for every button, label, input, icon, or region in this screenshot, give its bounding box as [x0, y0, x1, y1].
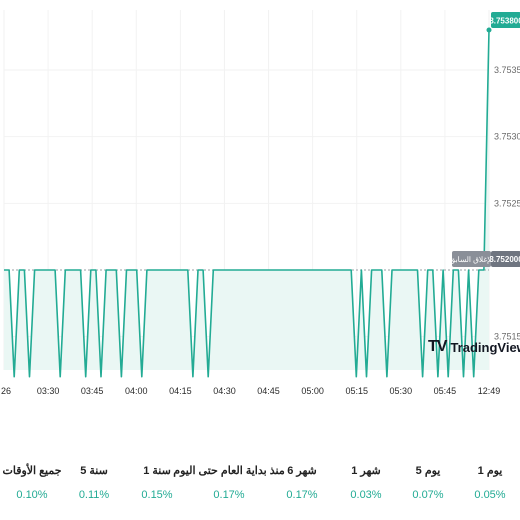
x-tick-label: 03:30 [37, 386, 60, 396]
x-tick-label: 04:45 [257, 386, 280, 396]
period-change: 0.15% [141, 489, 173, 501]
period-selector: 1 يوم 0.05% 5 يوم 0.07% 1 شهر 0.03% 6 شهر 0.… [0, 440, 520, 520]
period-change: 0.07% [412, 489, 444, 501]
x-tick-label: 05:45 [434, 386, 457, 396]
x-tick-label: 12:49 [478, 386, 501, 396]
y-tick-label: 3.752500 [494, 198, 520, 208]
period-change: 0.10% [16, 489, 48, 501]
tradingview-logo: TV TradingView [428, 338, 520, 356]
price-area-fill [4, 30, 489, 377]
period-change: 0.17% [213, 489, 245, 501]
period-1-day[interactable]: 1 يوم 0.05% [460, 440, 520, 520]
period-label: 1 شهر [351, 465, 381, 477]
period-label: 6 شهر [287, 465, 317, 477]
period-change: 0.03% [350, 489, 382, 501]
period-change: 0.05% [474, 489, 506, 501]
previous-close-label: الإغلاق السابق [449, 255, 493, 264]
x-tick-label: 05:15 [345, 386, 368, 396]
period-label: 1 سنة [143, 465, 171, 477]
last-price-label: 3.753800 [489, 17, 520, 26]
x-tick-label: 26 [1, 386, 11, 396]
period-change: 0.11% [78, 489, 110, 501]
period-ytd[interactable]: منذ بداية العام حتى اليوم 0.17% [173, 440, 284, 520]
x-tick-label: 04:30 [213, 386, 236, 396]
x-tick-label: 04:15 [169, 386, 192, 396]
period-label: 5 سنة [80, 465, 108, 477]
period-all-time[interactable]: جميع الأوقات 0.10% [2, 440, 62, 520]
x-tick-label: 04:00 [125, 386, 148, 396]
price-line [4, 29, 490, 378]
period-1-year[interactable]: 1 سنة 0.15% [127, 440, 187, 520]
period-label: 1 يوم [477, 465, 503, 477]
y-tick-label: 3.751500 [494, 332, 520, 342]
tradingview-wordmark: TradingView [450, 339, 520, 355]
period-1-month[interactable]: 1 شهر 0.03% [336, 440, 396, 520]
previous-close-value: 3.752000 [489, 255, 520, 264]
period-label: منذ بداية العام حتى اليوم [173, 465, 285, 477]
y-tick-label: 3.753500 [494, 65, 520, 75]
last-price-dot [486, 27, 492, 33]
x-axis: 26 03:30 03:45 04:00 04:15 04:30 04:45 05:00 05:… [1, 386, 500, 396]
tradingview-logo-icon: TV [428, 338, 447, 355]
period-change: 0.17% [286, 489, 318, 501]
period-5-year[interactable]: 5 سنة 0.11% [64, 440, 124, 520]
period-label: 5 يوم [415, 465, 441, 477]
last-price-badge: 3.753800 [489, 12, 520, 28]
x-tick-label: 03:45 [81, 386, 104, 396]
previous-close-badge: الإغلاق السابق 3.752000 [449, 251, 520, 267]
period-label: جميع الأوقات [2, 465, 62, 477]
price-chart[interactable]: 3.753500 3.753000 3.752500 3.751500 26 03:30… [0, 0, 520, 400]
period-6-month[interactable]: 6 شهر 0.17% [272, 440, 332, 520]
x-tick-label: 05:30 [390, 386, 413, 396]
y-axis: 3.753500 3.753000 3.752500 3.751500 [494, 65, 520, 342]
x-tick-label: 05:00 [301, 386, 324, 396]
y-tick-label: 3.753000 [494, 132, 520, 142]
period-5-day[interactable]: 5 يوم 0.07% [398, 440, 458, 520]
